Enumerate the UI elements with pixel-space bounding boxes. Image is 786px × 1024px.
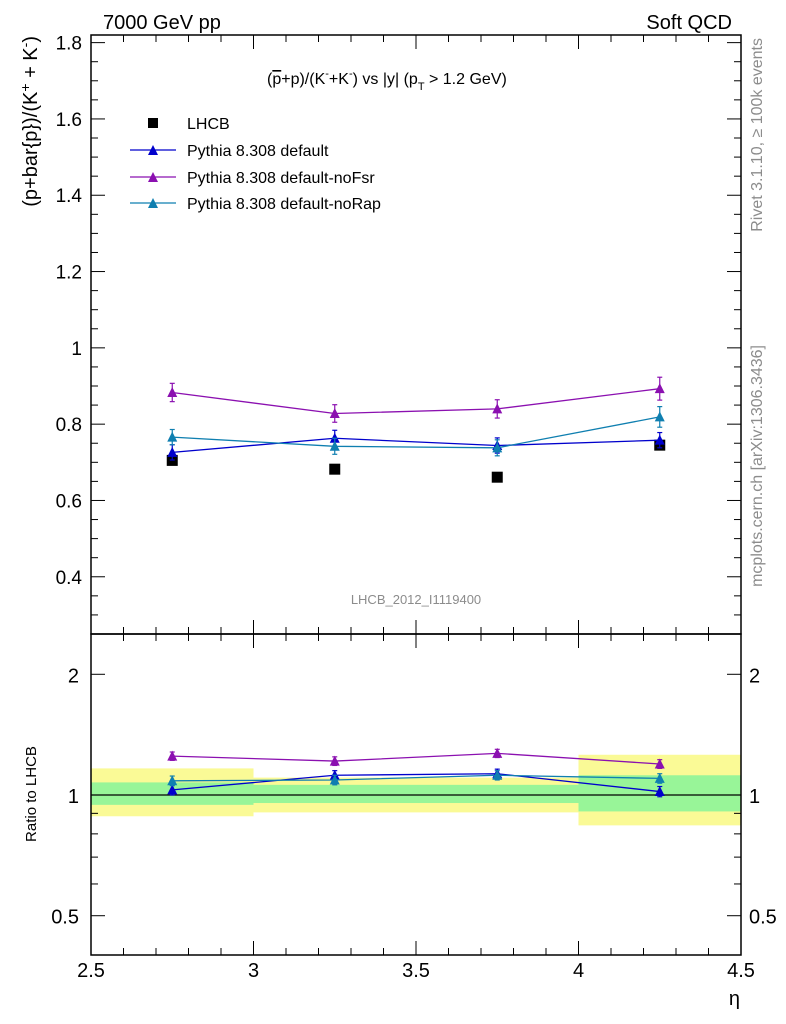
data-series: [166, 376, 666, 798]
ratio-ytick-label-left: 1: [68, 786, 79, 808]
main-point-pythia-8-308-default-norap: [329, 440, 340, 451]
ratio-ytick-label-left: 2: [68, 665, 79, 687]
legend-label-nofsr: Pythia 8.308 default-noFsr: [187, 170, 375, 187]
main-ytick-label: 0.8: [56, 415, 82, 436]
ratio-point-pythia-8-308-default-norap: [492, 769, 503, 780]
legend: LHCB Pythia 8.308 default Pythia 8.308 d…: [130, 116, 381, 213]
ratio-point-pythia-8-308-default-norap: [654, 772, 665, 783]
title-e: > 1.2 GeV): [425, 71, 507, 88]
source-label: mcplots.cern.ch [arXiv:1306.3436]: [749, 345, 766, 587]
analysis-label: LHCB_2012_I1119400: [351, 592, 481, 607]
main-point-pythia-8-308-default: [654, 434, 665, 445]
ratio-band-inner: [253, 784, 579, 804]
legend-marker-nofsr: [148, 172, 158, 182]
legend-label-norap: Pythia 8.308 default-noRap: [187, 196, 381, 213]
ratio-ytick-label-right: 2: [749, 665, 760, 687]
ratio-point-pythia-8-308-default-norap: [329, 774, 340, 785]
main-point-pythia-8-308-default: [167, 446, 178, 457]
main-ytick-label: 1.4: [56, 186, 83, 207]
legend-marker-norap: [148, 198, 158, 208]
rivet-label: Rivet 3.1.10, ≥ 100k events: [749, 38, 766, 232]
main-point-pythia-8-308-default-norap: [492, 442, 503, 453]
legend-marker-lhcb: [148, 118, 158, 128]
legend-label-lhcb: LHCB: [187, 116, 230, 133]
ratio-ytick-label-right: 0.5: [749, 907, 777, 929]
ylabel-sup2: -: [17, 42, 33, 47]
legend-label-default: Pythia 8.308 default: [187, 143, 329, 160]
plot-title: (p+p)/(K-+K-) vs |y| (pT > 1.2 GeV): [267, 68, 507, 93]
ratio-point-pythia-8-308-default-nofsr: [329, 755, 340, 766]
title-sub: T: [418, 81, 425, 93]
xtick-label: 4.5: [727, 960, 755, 982]
ratio-line-pythia-8-308-default: [172, 773, 660, 793]
xtick-label: 3: [248, 960, 259, 982]
title-d: ) vs |y| (p: [353, 71, 418, 88]
main-ytick-label: 1.6: [56, 110, 82, 131]
ylabel-main: (p+bar{p})/(K: [20, 91, 42, 207]
main-point-pythia-8-308-default-norap: [654, 411, 665, 422]
main-point-pythia-8-308-default-nofsr: [329, 407, 340, 418]
legend-marker-default: [148, 145, 158, 155]
main-ytick-label: 1.2: [56, 263, 82, 284]
title-c: +K: [329, 71, 349, 88]
title-a: (: [267, 71, 273, 88]
ratio-point-pythia-8-308-default: [167, 784, 178, 795]
ratio-ytick-label-left: 0.5: [51, 907, 79, 929]
main-line-pythia-8-308-default-nofsr: [172, 388, 660, 415]
ratio-plot-frame: [90, 633, 742, 956]
xtick-label: 2.5: [77, 960, 105, 982]
ratio-point-pythia-8-308-default: [654, 786, 665, 797]
main-ytick-label: 1: [71, 339, 82, 360]
ratio-line-pythia-8-308-default-norap: [172, 774, 660, 782]
ratio-point-pythia-8-308-default-nofsr: [492, 747, 503, 758]
main-ylabel: (p+bar{p})/(K+ + K-): [17, 36, 42, 207]
ratio-point-pythia-8-308-default-nofsr: [167, 750, 178, 761]
main-point-lhcb: [491, 471, 503, 483]
ratio-line-pythia-8-308-default-nofsr: [172, 752, 660, 765]
main-line-pythia-8-308-default: [172, 437, 660, 454]
ratio-ylabel: Ratio to LHCB: [23, 746, 40, 842]
main-ytick-label: 1.8: [56, 34, 82, 55]
ylabel-end: ): [20, 36, 42, 43]
main-ytick-label: 0.6: [56, 491, 82, 512]
axes-frames: [90, 34, 742, 956]
xtick-label: 3.5: [402, 960, 430, 982]
title-b: +p)/(K: [281, 71, 325, 88]
title-pbar: p: [272, 71, 281, 88]
header-left: 7000 GeV pp: [103, 12, 221, 34]
header-right: Soft QCD: [646, 12, 732, 34]
ratio-point-pythia-8-308-default-norap: [167, 775, 178, 786]
title-sup1: -: [325, 68, 329, 80]
xlabel: η: [729, 988, 740, 1010]
main-point-pythia-8-308-default-norap: [167, 431, 178, 442]
xtick-label: 4: [573, 960, 584, 982]
ratio-ytick-label-right: 1: [749, 786, 760, 808]
main-point-pythia-8-308-default-nofsr: [167, 386, 178, 397]
main-point-lhcb: [329, 463, 341, 475]
ratio-point-pythia-8-308-default-nofsr: [654, 758, 665, 769]
ratio-bands: [91, 754, 741, 826]
title-sup2: -: [349, 68, 353, 80]
main-point-pythia-8-308-default-nofsr: [492, 403, 503, 414]
main-point-pythia-8-308-default-nofsr: [654, 383, 665, 394]
main-ytick-label: 0.4: [56, 568, 83, 589]
ylabel-sup1: +: [17, 83, 33, 91]
ylabel-mid: + K: [20, 47, 42, 84]
main-line-pythia-8-308-default-norap: [172, 416, 660, 449]
axes-ticks: 0.4 0.6 0.8 1 1.2 1.4 1.6 1.8 2.5 3 3.5 4 4.5 0.5 0.5 1…: [51, 34, 777, 982]
